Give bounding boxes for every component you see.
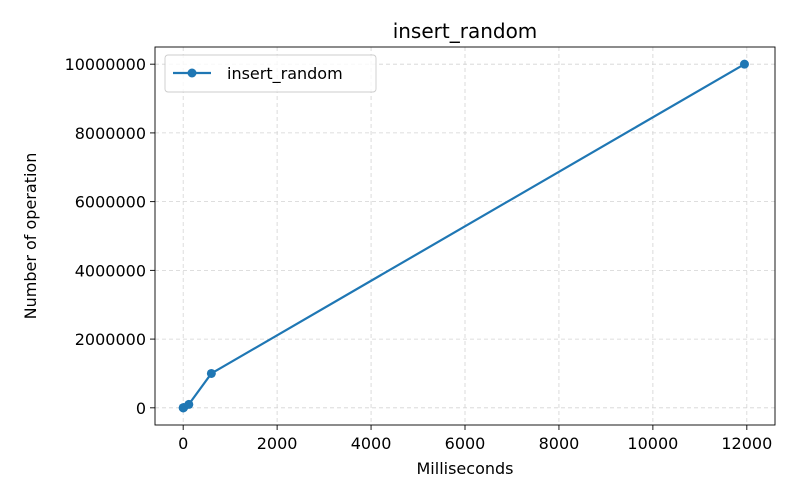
series-line xyxy=(182,63,746,409)
y-axis: 0 2000000 4000000 6000000 8000000 10000000 xyxy=(65,55,155,418)
data-point xyxy=(739,59,749,69)
x-tick-label: 0 xyxy=(178,434,188,453)
data-point xyxy=(206,368,216,378)
chart-title: insert_random xyxy=(393,19,538,43)
x-tick-label: 10000 xyxy=(627,434,678,453)
x-tick-label: 2000 xyxy=(257,434,298,453)
y-tick-label: 8000000 xyxy=(75,124,146,143)
y-tick-label: 2000000 xyxy=(75,330,146,349)
x-tick-label: 4000 xyxy=(351,434,392,453)
y-tick-label: 0 xyxy=(136,399,146,418)
legend-marker-icon xyxy=(187,68,197,78)
data-point xyxy=(184,399,194,409)
series-layer xyxy=(178,59,749,413)
x-tick-label: 12000 xyxy=(721,434,772,453)
y-tick-label: 4000000 xyxy=(75,261,146,280)
y-axis-label: Number of operation xyxy=(21,153,40,320)
x-tick-label: 8000 xyxy=(539,434,580,453)
grid xyxy=(155,47,775,425)
x-axis-label: Milliseconds xyxy=(417,459,514,478)
x-axis: 0 2000 4000 6000 8000 10000 12000 xyxy=(178,425,772,453)
x-tick-label: 6000 xyxy=(445,434,486,453)
legend: insert_random xyxy=(164,54,377,93)
y-tick-label: 10000000 xyxy=(65,55,146,74)
legend-label: insert_random xyxy=(227,64,343,84)
legend-box xyxy=(164,54,377,93)
y-tick-label: 6000000 xyxy=(75,193,146,212)
